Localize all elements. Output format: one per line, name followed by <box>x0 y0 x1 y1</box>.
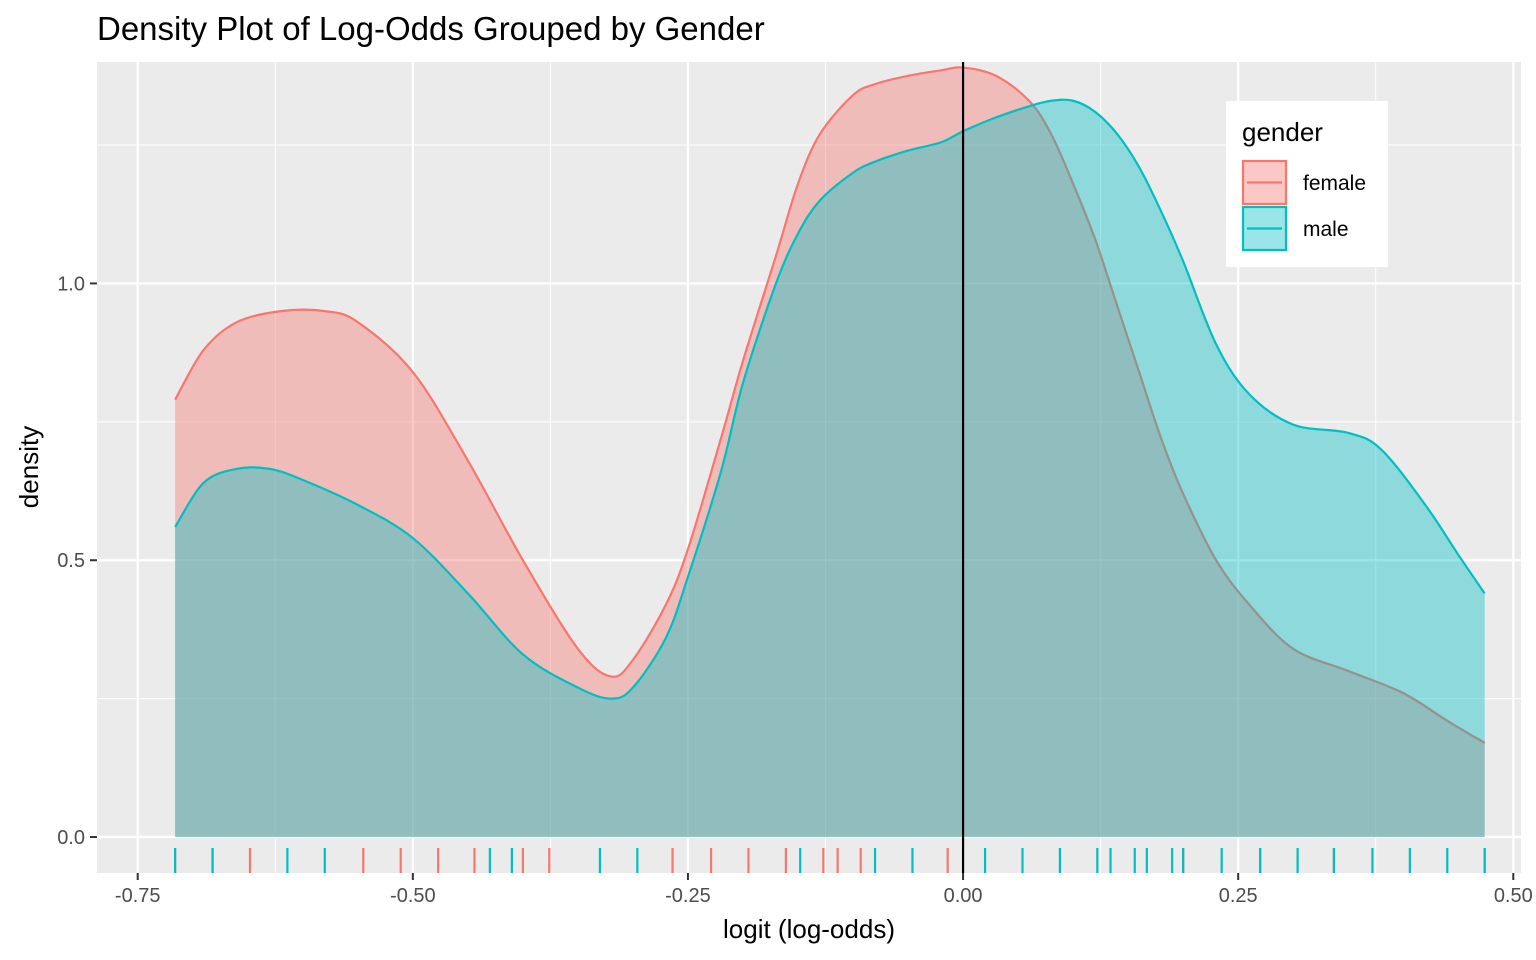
legend-background <box>1226 101 1388 267</box>
x-tick-label: 0.25 <box>1219 885 1258 907</box>
area-male <box>175 99 1485 838</box>
grid-major <box>97 62 1521 873</box>
y-tick-label: 0.5 <box>57 550 85 572</box>
line-female <box>174 66 1486 744</box>
x-axis-ticks: -0.75 -0.50 -0.25 0.00 0.25 0.50 <box>115 873 1533 907</box>
area-female <box>175 67 1485 838</box>
y-axis-ticks: 0.0 0.5 1.0 <box>57 273 97 849</box>
y-axis-title: density <box>14 426 44 508</box>
legend-label-male: male <box>1303 218 1349 241</box>
x-tick-label: 0.50 <box>1494 885 1533 907</box>
legend: gender female male <box>1226 101 1388 267</box>
line-male <box>174 98 1486 700</box>
x-tick-label: -0.50 <box>390 885 436 907</box>
x-tick-label: 0.00 <box>944 885 983 907</box>
y-tick-label: 1.0 <box>57 273 85 295</box>
x-tick-label: -0.25 <box>665 885 711 907</box>
x-tick-label: -0.75 <box>115 885 161 907</box>
legend-label-female: female <box>1303 172 1366 195</box>
legend-title: gender <box>1242 117 1323 147</box>
y-tick-label: 0.0 <box>57 827 85 849</box>
chart-title: Density Plot of Log-Odds Grouped by Gend… <box>97 10 765 47</box>
grid-minor <box>97 62 1521 873</box>
x-axis-title: logit (log-odds) <box>723 914 895 944</box>
rug-marks <box>174 848 1486 873</box>
density-areas <box>174 66 1486 838</box>
